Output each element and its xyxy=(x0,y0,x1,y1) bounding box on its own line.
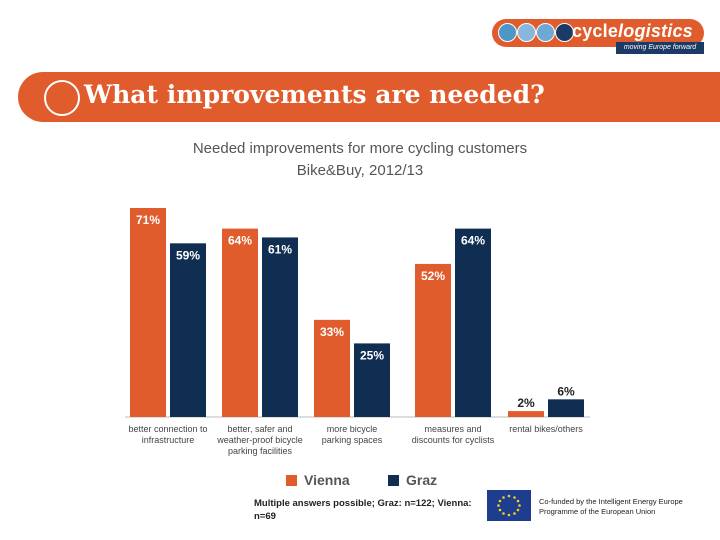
bar-vienna-3 xyxy=(415,263,451,417)
category-label-3: measures and xyxy=(424,424,481,434)
bar-vienna-4 xyxy=(508,411,544,417)
data-label-graz-0: 59% xyxy=(176,248,200,262)
category-label-1: better, safer and xyxy=(227,424,292,434)
logo-dot xyxy=(498,23,517,42)
eu-text-line1: Co-funded by the Intelligent Energy Euro… xyxy=(539,497,683,506)
slide-title: What improvements are needed? xyxy=(84,80,545,109)
bar-graz-3 xyxy=(455,228,491,417)
category-label-2: more bicycle xyxy=(327,424,378,434)
legend-swatch-vienna xyxy=(286,475,297,486)
data-label-graz-1: 61% xyxy=(268,242,292,256)
category-label-1: parking facilities xyxy=(228,446,293,456)
footnote: Multiple answers possible; Graz: n=122; … xyxy=(254,498,472,522)
category-label-0: infrastructure xyxy=(142,435,195,445)
eu-stars-icon xyxy=(497,494,521,517)
category-label-2: parking spaces xyxy=(322,435,383,445)
legend-swatch-graz xyxy=(388,475,399,486)
chart-subtitle: Bike&Buy, 2012/13 xyxy=(296,162,424,179)
data-label-vienna-3: 52% xyxy=(421,269,445,283)
title-banner: What improvements are needed? xyxy=(18,72,720,122)
legend-label-vienna: Vienna xyxy=(304,472,350,488)
data-label-graz-3: 64% xyxy=(461,234,485,248)
category-label-0: better connection to xyxy=(128,424,207,434)
bar-vienna-0 xyxy=(130,208,166,417)
bar-graz-0 xyxy=(170,243,206,417)
logo-dot xyxy=(555,23,574,42)
data-label-vienna-0: 71% xyxy=(136,213,160,227)
cyclelogistics-logo: cyclelogistics xyxy=(492,19,704,47)
logo-wordmark: cyclelogistics xyxy=(572,21,693,41)
logo-tagline: moving Europe forward xyxy=(616,42,704,54)
chart-title: Needed improvements for more cycling cus… xyxy=(192,140,528,157)
eu-cofunding-text: Co-funded by the Intelligent Energy Euro… xyxy=(539,497,683,517)
bar-chart: 71% 64% 33% 52% 2% 59% 61% 25% 64% 6% better conne… xyxy=(125,208,590,456)
category-label-1: weather-proof bicycle xyxy=(216,435,303,445)
category-label-3: discounts for cyclists xyxy=(412,435,495,445)
bar-graz-2 xyxy=(354,343,390,417)
data-label-vienna-1: 64% xyxy=(228,234,252,248)
bar-vienna-2 xyxy=(314,319,350,417)
eu-flag xyxy=(487,490,531,521)
data-label-graz-2: 25% xyxy=(360,348,384,362)
data-label-vienna-2: 33% xyxy=(320,325,344,339)
data-label-graz-4: 6% xyxy=(557,384,575,398)
bar-graz-4 xyxy=(548,399,584,417)
category-label-4: rental bikes/others xyxy=(509,424,583,434)
legend-label-graz: Graz xyxy=(406,472,438,488)
banner-circle-icon xyxy=(44,80,80,116)
logo-dot xyxy=(517,23,536,42)
bar-graz-1 xyxy=(262,237,298,417)
logo-dot xyxy=(536,23,555,42)
data-label-vienna-4: 2% xyxy=(517,396,535,410)
bar-vienna-1 xyxy=(222,228,258,417)
eu-text-line2: Programme of the European Union xyxy=(539,507,656,516)
